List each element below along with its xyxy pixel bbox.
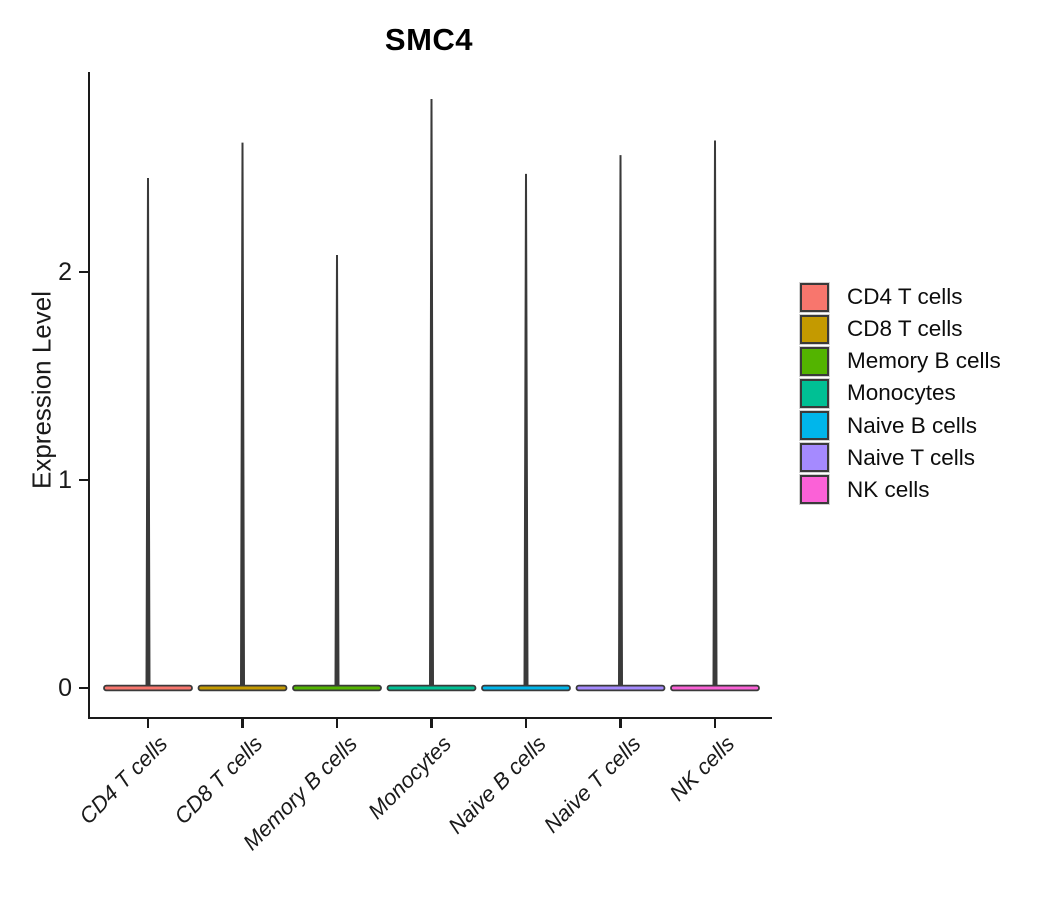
violin-cd8-t-cells	[197, 142, 288, 692]
x-axis-tick-mark-naive-b-cells	[524, 719, 528, 728]
legend-label-naive-b-cells: Naive B cells	[847, 412, 978, 438]
violin-base-cd4-t-cells	[103, 684, 193, 692]
violin-memory-b-cells	[292, 254, 382, 692]
violin-cd4-t-cells	[103, 178, 193, 692]
legend-label-cd4-t-cells: CD4 T cells	[847, 284, 963, 310]
legend-item-cd4-t-cells: CD4 T cells	[799, 281, 1001, 313]
legend-swatch-cd4-t-cells	[799, 281, 830, 313]
violin-base-naive-t-cells	[575, 684, 666, 692]
legend-swatch-cd8-t-cells	[799, 313, 830, 345]
legend-item-memory-b-cells: Memory B cells	[799, 345, 1001, 377]
legend-label-nk-cells: NK cells	[847, 476, 930, 502]
violin-base-cd8-t-cells	[197, 684, 288, 692]
x-axis-tick-label-monocytes: Monocytes	[363, 731, 457, 824]
y-axis-tick-label-1: 1	[58, 466, 72, 494]
y-axis-tick-mark-0	[79, 686, 88, 690]
violin-spike-cd8-t-cells	[239, 142, 246, 687]
legend-swatch-nk-cells	[799, 474, 830, 506]
violin-plot-canvas	[103, 98, 760, 692]
x-axis-tick-label-naive-t-cells: Naive T cells	[538, 731, 646, 838]
y-axis-tick-mark-1	[79, 478, 88, 482]
legend-item-naive-b-cells: Naive B cells	[799, 410, 1001, 442]
y-axis-title: Expression Level	[26, 291, 57, 489]
legend-label-memory-b-cells: Memory B cells	[847, 348, 1001, 374]
x-axis-tick-label-nk-cells: NK cells	[664, 731, 740, 806]
violin-monocytes	[386, 98, 477, 692]
violin-spike-naive-t-cells	[617, 155, 624, 687]
violin-base-naive-b-cells	[481, 684, 571, 692]
legend: CD4 T cells CD8 T cells Memory B cells Mono…	[799, 281, 1001, 506]
violin-spike-naive-b-cells	[523, 173, 529, 687]
legend-item-nk-cells: NK cells	[799, 474, 1001, 506]
x-axis-tick-mark-naive-t-cells	[619, 719, 622, 728]
x-axis-tick-label-naive-b-cells: Naive B cells	[443, 731, 551, 839]
x-axis-tick-mark-memory-b-cells	[335, 719, 339, 728]
violin-spike-memory-b-cells	[334, 254, 340, 687]
legend-label-naive-t-cells: Naive T cells	[847, 444, 975, 470]
x-axis-tick-mark-cd8-t-cells	[241, 719, 244, 728]
y-axis-tick-mark-2	[79, 270, 88, 274]
violin-naive-b-cells	[481, 173, 571, 692]
violin-base-monocytes	[386, 684, 477, 692]
x-axis-tick-label-cd4-t-cells: CD4 T cells	[74, 731, 173, 830]
legend-label-monocytes: Monocytes	[847, 380, 956, 406]
y-axis-tick-label-0: 0	[58, 674, 72, 702]
legend-swatch-monocytes	[799, 377, 830, 409]
legend-item-monocytes: Monocytes	[799, 377, 1001, 409]
violin-base-memory-b-cells	[292, 684, 382, 692]
legend-swatch-naive-t-cells	[799, 442, 830, 474]
legend-label-cd8-t-cells: CD8 T cells	[847, 316, 963, 342]
violin-base-nk-cells	[670, 684, 760, 692]
violin-nk-cells	[670, 140, 760, 692]
legend-item-cd8-t-cells: CD8 T cells	[799, 313, 1001, 345]
x-axis-tick-mark-monocytes	[430, 719, 433, 728]
plot-panel: 0 1 2	[58, 72, 772, 728]
violin-naive-t-cells	[575, 155, 666, 692]
chart-title: SMC4	[384, 22, 474, 57]
x-axis-tick-label-cd8-t-cells: CD8 T cells	[169, 731, 268, 830]
legend-swatch-memory-b-cells	[799, 345, 830, 377]
legend-item-naive-t-cells: Naive T cells	[799, 442, 1001, 474]
violin-spike-cd4-t-cells	[145, 178, 151, 687]
x-axis-tick-mark-cd4-t-cells	[146, 719, 150, 728]
y-axis-tick-label-2: 2	[58, 258, 72, 286]
legend-swatch-naive-b-cells	[799, 410, 830, 442]
violin-spike-nk-cells	[712, 140, 718, 687]
x-axis-tick-mark-nk-cells	[713, 719, 717, 728]
violin-spike-monocytes	[428, 98, 435, 687]
